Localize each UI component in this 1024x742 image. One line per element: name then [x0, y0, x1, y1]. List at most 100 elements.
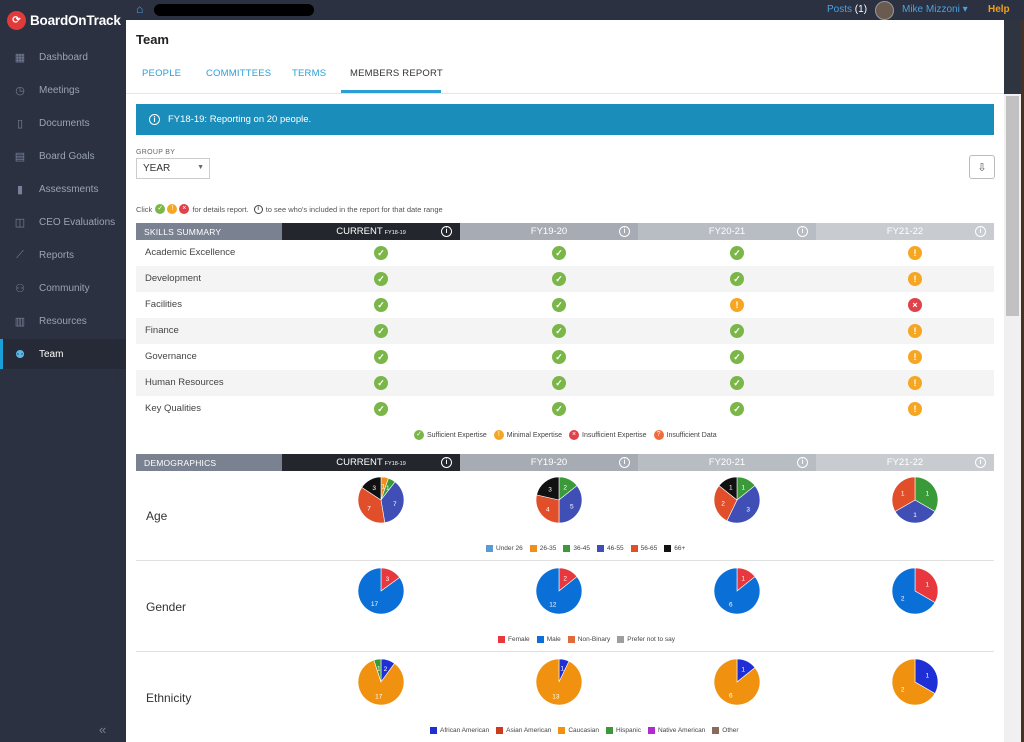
tab-committees[interactable]: COMMITTEES [206, 68, 272, 79]
sufficient-check-icon[interactable]: ✓ [374, 376, 388, 390]
sufficient-check-icon[interactable]: ✓ [552, 324, 566, 338]
pie-slice[interactable] [380, 481, 405, 524]
sufficient-check-icon[interactable]: ✓ [552, 272, 566, 286]
help-link[interactable]: Help [988, 4, 1010, 15]
sidebar-item-ceo-evaluations[interactable]: ◫ CEO Evaluations [0, 207, 126, 237]
brand-logo[interactable]: ⟳ BoardOnTrack [0, 0, 126, 40]
scrollbar[interactable] [1004, 94, 1021, 742]
minimal-warning-icon[interactable]: ! [908, 272, 922, 286]
info-icon[interactable]: i [975, 226, 986, 237]
tab-people[interactable]: PEOPLE [142, 68, 182, 79]
pie-slice[interactable] [891, 567, 936, 615]
pie-slice[interactable] [726, 485, 761, 524]
sufficient-check-icon[interactable]: ✓ [730, 376, 744, 390]
info-icon[interactable]: i [441, 226, 452, 237]
home-icon[interactable]: ⌂ [136, 2, 144, 16]
info-icon[interactable]: i [619, 226, 630, 237]
sidebar-item-board-goals[interactable]: ▤ Board Goals [0, 141, 126, 171]
pie-slice[interactable] [536, 476, 560, 501]
pie-slice[interactable] [914, 476, 939, 512]
sufficient-check-icon[interactable]: ✓ [374, 246, 388, 260]
minimal-warning-icon[interactable]: ! [908, 402, 922, 416]
avatar[interactable] [875, 1, 894, 20]
info-icon[interactable]: i [797, 457, 808, 468]
minimal-warning-icon[interactable]: ! [908, 350, 922, 364]
minimal-warning-icon[interactable]: ! [908, 246, 922, 260]
user-menu[interactable]: Mike Mizzoni ▾ [902, 4, 968, 15]
sufficient-check-icon[interactable]: ✓ [730, 350, 744, 364]
sufficient-check-icon[interactable]: ✓ [730, 324, 744, 338]
pie-slice[interactable] [535, 658, 583, 706]
sufficient-check-icon[interactable]: ✓ [552, 350, 566, 364]
pie-slice[interactable] [713, 485, 738, 522]
pie-chart[interactable]: 1 3 2 1 [713, 476, 761, 524]
column-current[interactable]: CURRENT FY18-19 i [282, 223, 460, 240]
group-by-select[interactable]: YEAR ▼ [136, 158, 210, 179]
tab-members-report[interactable]: MEMBERS REPORT [350, 68, 443, 79]
column-fy19-20[interactable]: FY19-20 i [460, 454, 638, 471]
info-icon[interactable]: i [619, 457, 630, 468]
pie-chart[interactable]: 2 17 1 [357, 658, 405, 706]
insufficient-x-icon[interactable]: × [908, 298, 922, 312]
pie-slice[interactable] [357, 659, 405, 706]
pie-slice[interactable] [357, 567, 405, 615]
sufficient-check-icon[interactable]: ✓ [374, 272, 388, 286]
pie-chart[interactable]: 12 [891, 658, 939, 706]
sidebar-item-dashboard[interactable]: ▦ Dashboard [0, 42, 126, 72]
pie-slice[interactable] [891, 476, 916, 512]
sufficient-check-icon[interactable]: ✓ [552, 402, 566, 416]
pie-slice[interactable] [914, 567, 939, 603]
pie-chart[interactable]: 2 12 [535, 567, 583, 615]
pie-slice[interactable] [535, 567, 583, 615]
pie-chart[interactable]: 12 [891, 567, 939, 615]
column-fy19-20[interactable]: FY19-20 i [460, 223, 638, 240]
info-icon[interactable]: i [975, 457, 986, 468]
sidebar-item-documents[interactable]: ▯ Documents [0, 108, 126, 138]
sufficient-check-icon[interactable]: ✓ [374, 402, 388, 416]
sidebar-item-meetings[interactable]: ◷ Meetings [0, 75, 126, 105]
pie-slice[interactable] [713, 658, 761, 706]
sidebar-item-assessments[interactable]: ▮ Assessments [0, 174, 126, 204]
pie-chart[interactable]: 16 [713, 658, 761, 706]
pie-slice[interactable] [373, 658, 382, 683]
posts-link[interactable]: Posts (1) [827, 4, 867, 15]
sufficient-check-icon[interactable]: ✓ [374, 298, 388, 312]
sufficient-check-icon[interactable]: ✓ [730, 272, 744, 286]
pie-chart[interactable]: 16 [713, 567, 761, 615]
pie-slice[interactable] [558, 485, 583, 524]
pie-slice[interactable] [914, 658, 939, 694]
pie-chart[interactable]: 3 17 [357, 567, 405, 615]
column-fy21-22[interactable]: FY21-22 i [816, 454, 994, 471]
sidebar-item-resources[interactable]: ▥ Resources [0, 306, 126, 336]
sidebar-item-community[interactable]: ⚇ Community [0, 273, 126, 303]
pie-chart[interactable]: 1 1 1 [891, 476, 939, 524]
minimal-warning-icon[interactable]: ! [908, 376, 922, 390]
sidebar-item-reports[interactable]: ⟋ Reports [0, 240, 126, 270]
download-button[interactable]: ⇩ [969, 155, 995, 179]
sufficient-check-icon[interactable]: ✓ [552, 376, 566, 390]
pie-slice[interactable] [713, 567, 761, 615]
minimal-warning-icon[interactable]: ! [730, 298, 744, 312]
sufficient-check-icon[interactable]: ✓ [730, 402, 744, 416]
pie-slice[interactable] [718, 476, 738, 501]
pie-slice[interactable] [361, 476, 382, 501]
column-fy20-21[interactable]: FY20-21 i [638, 454, 816, 471]
pie-slice[interactable] [891, 658, 936, 706]
info-icon[interactable]: i [441, 457, 452, 468]
column-fy21-22[interactable]: FY21-22 i [816, 223, 994, 240]
sidebar-item-team[interactable]: ⚉ Team [0, 339, 126, 369]
info-icon[interactable]: i [797, 226, 808, 237]
pie-chart[interactable]: 1 1 7 7 3 [357, 476, 405, 524]
tab-terms[interactable]: TERMS [292, 68, 327, 79]
column-current[interactable]: CURRENT FY18-19 i [282, 454, 460, 471]
pie-slice[interactable] [535, 494, 560, 524]
sufficient-check-icon[interactable]: ✓ [730, 246, 744, 260]
pie-slice[interactable] [894, 499, 936, 524]
scrollbar-thumb[interactable] [1006, 96, 1019, 316]
pie-chart[interactable]: 2 5 4 3 [535, 476, 583, 524]
column-fy20-21[interactable]: FY20-21 i [638, 223, 816, 240]
sufficient-check-icon[interactable]: ✓ [374, 324, 388, 338]
pie-chart[interactable]: 1 13 [535, 658, 583, 706]
sufficient-check-icon[interactable]: ✓ [374, 350, 388, 364]
collapse-sidebar-icon[interactable]: « [99, 722, 107, 737]
